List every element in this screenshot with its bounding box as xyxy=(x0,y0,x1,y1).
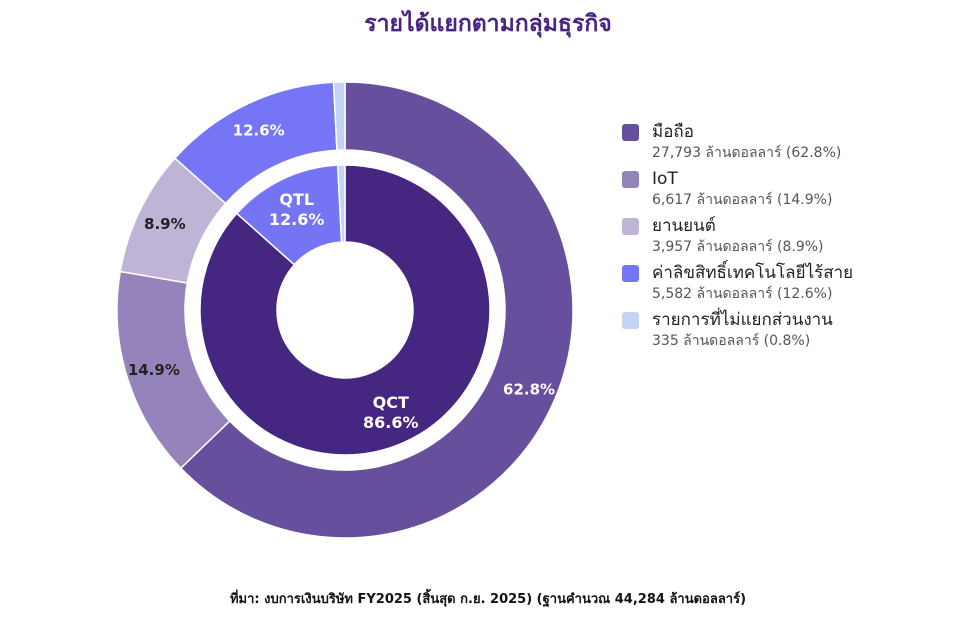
inner-ring-label-name: QTL xyxy=(279,190,314,209)
legend: มือถือ 27,793 ล้านดอลลาร์ (62.8%) IoT 6,… xyxy=(622,121,853,356)
inner-ring-label-name: QCT xyxy=(373,393,409,412)
legend-swatch xyxy=(622,124,639,141)
legend-item-automotive: ยานยนต์ 3,957 ล้านดอลลาร์ (8.9%) xyxy=(622,215,853,262)
legend-value: 27,793 ล้านดอลลาร์ (62.8%) xyxy=(652,145,842,161)
legend-swatch xyxy=(622,312,639,329)
legend-value: 5,582 ล้านดอลลาร์ (12.6%) xyxy=(652,286,833,302)
outer-ring-slice-4 xyxy=(332,81,346,151)
legend-swatch xyxy=(622,171,639,188)
outer-ring-data-label: 12.6% xyxy=(233,122,285,140)
legend-swatch xyxy=(622,265,639,282)
chart-title: รายได้แยกตามกลุ่มธุรกิจ xyxy=(364,11,612,37)
legend-name: ค่าลิขสิทธิ์เทคโนโลยีไร้สาย xyxy=(652,263,854,283)
legend-name: มือถือ xyxy=(652,122,694,142)
source-footnote: ที่มา: งบการเงินบริษัท FY2025 (สิ้นสุด ก… xyxy=(229,592,747,607)
inner-ring-label-value: 86.6% xyxy=(363,413,419,432)
inner-ring-slice-0 xyxy=(199,164,491,456)
legend-value: 335 ล้านดอลลาร์ (0.8%) xyxy=(652,333,811,349)
legend-value: 3,957 ล้านดอลลาร์ (8.9%) xyxy=(652,239,824,255)
legend-item-mobile: มือถือ 27,793 ล้านดอลลาร์ (62.8%) xyxy=(622,121,853,168)
inner-ring-slice-2 xyxy=(336,164,346,243)
inner-ring-label-value: 12.6% xyxy=(269,210,325,229)
legend-value: 6,617 ล้านดอลลาร์ (14.9%) xyxy=(652,192,833,208)
legend-swatch xyxy=(622,218,639,235)
outer-ring-data-label: 62.8% xyxy=(503,380,555,398)
legend-name: รายการที่ไม่แยกส่วนงาน xyxy=(652,310,833,330)
legend-item-iot: IoT 6,617 ล้านดอลลาร์ (14.9%) xyxy=(622,168,853,215)
legend-item-licensing: ค่าลิขสิทธิ์เทคโนโลยีไร้สาย 5,582 ล้านดอ… xyxy=(622,262,853,309)
legend-item-unallocated: รายการที่ไม่แยกส่วนงาน 335 ล้านดอลลาร์ (… xyxy=(622,309,853,356)
outer-ring-data-label: 8.9% xyxy=(144,215,186,233)
legend-name: IoT xyxy=(652,169,678,189)
outer-ring-data-label: 14.9% xyxy=(128,361,180,379)
outer-ring-slice-0 xyxy=(179,81,574,539)
legend-name: ยานยนต์ xyxy=(652,216,716,236)
